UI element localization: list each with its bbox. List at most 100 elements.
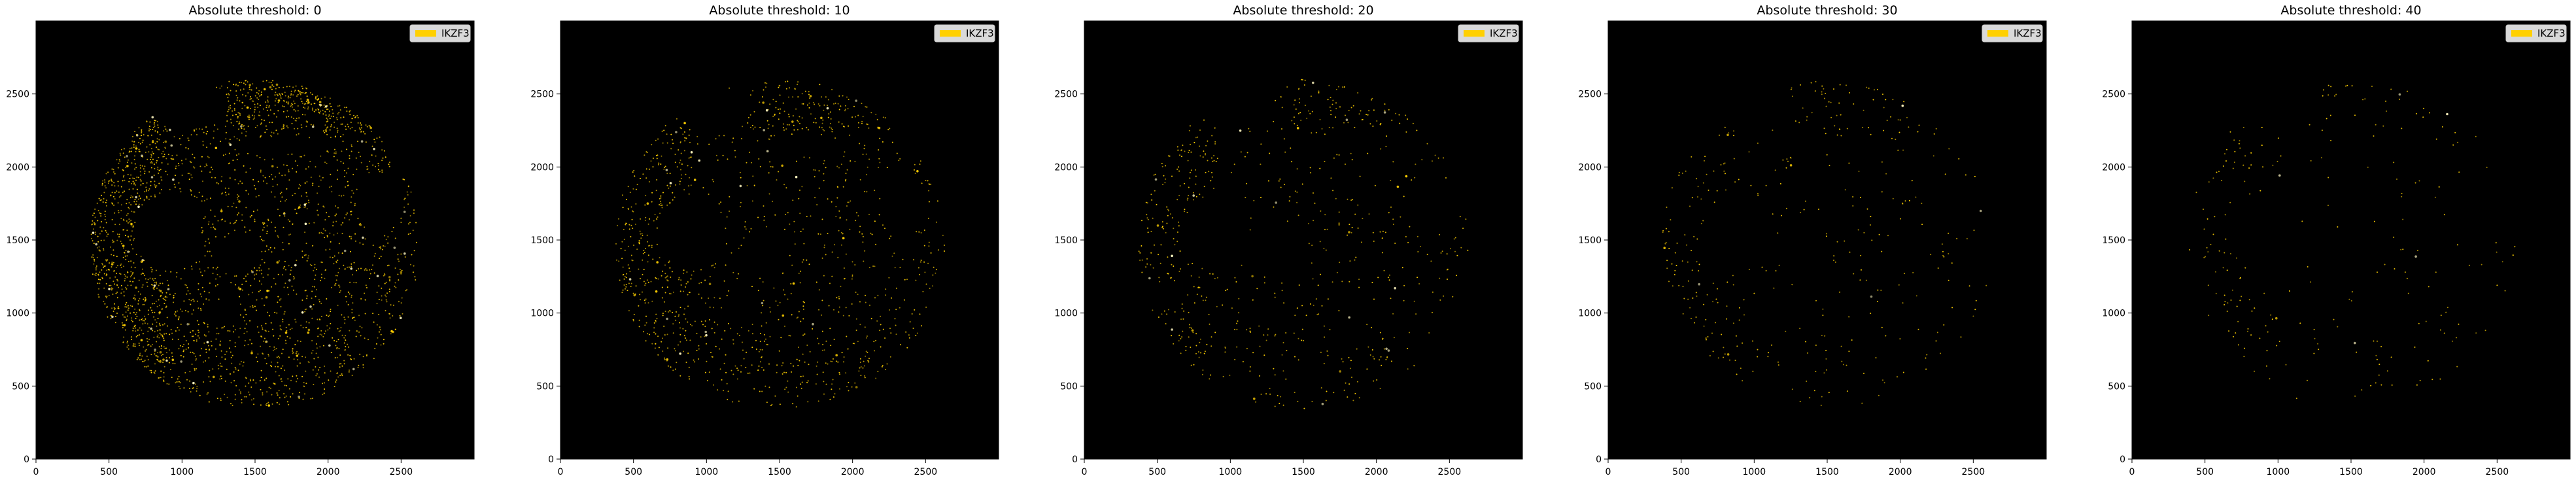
data-point bbox=[844, 278, 846, 279]
data-point bbox=[1296, 201, 1298, 203]
data-point bbox=[162, 334, 163, 336]
data-point bbox=[303, 385, 305, 387]
data-point bbox=[297, 340, 299, 342]
data-point bbox=[286, 385, 288, 386]
data-point bbox=[681, 163, 683, 165]
data-point bbox=[1313, 192, 1314, 194]
data-point bbox=[124, 235, 126, 237]
data-point bbox=[217, 220, 219, 222]
data-point bbox=[394, 328, 396, 330]
data-point bbox=[687, 281, 689, 283]
data-point bbox=[170, 369, 171, 370]
data-point bbox=[117, 185, 119, 187]
data-point bbox=[103, 198, 105, 199]
data-point bbox=[380, 334, 382, 335]
data-point bbox=[835, 205, 837, 207]
data-point bbox=[1668, 281, 1670, 283]
data-point bbox=[1417, 235, 1418, 237]
panel-1: Absolute threshold: 100 500 1000 1500 2000 25… bbox=[530, 3, 999, 477]
data-point bbox=[792, 282, 795, 285]
data-point bbox=[1164, 182, 1166, 184]
data-point bbox=[268, 290, 270, 292]
data-point bbox=[174, 313, 176, 315]
data-point bbox=[232, 114, 233, 116]
data-point bbox=[205, 126, 207, 128]
data-point bbox=[235, 90, 237, 92]
y-tick-label: 500 bbox=[1060, 381, 1078, 392]
data-point bbox=[1297, 401, 1299, 402]
data-point bbox=[762, 281, 764, 283]
data-point bbox=[109, 277, 111, 279]
data-point bbox=[282, 321, 284, 322]
data-point bbox=[1298, 88, 1300, 90]
data-point bbox=[879, 197, 881, 199]
data-point bbox=[180, 160, 182, 162]
data-point bbox=[157, 352, 159, 354]
data-point bbox=[1173, 343, 1175, 345]
data-point bbox=[1323, 325, 1325, 327]
data-point bbox=[782, 102, 784, 104]
data-point bbox=[286, 199, 288, 200]
data-point bbox=[118, 306, 120, 308]
data-point bbox=[127, 174, 129, 175]
data-point bbox=[366, 126, 368, 128]
data-point bbox=[213, 130, 215, 132]
data-point bbox=[157, 330, 159, 332]
data-point bbox=[330, 322, 332, 324]
data-point bbox=[1285, 378, 1287, 380]
data-point bbox=[1348, 316, 1350, 319]
data-point bbox=[369, 126, 371, 128]
data-point bbox=[857, 341, 859, 343]
data-point bbox=[1199, 155, 1201, 157]
data-point bbox=[1213, 155, 1215, 157]
x-tick-label: 1500 bbox=[1815, 467, 1839, 477]
data-point bbox=[334, 214, 336, 216]
data-point bbox=[833, 309, 834, 311]
data-point bbox=[318, 318, 320, 320]
data-point bbox=[227, 330, 229, 332]
data-point bbox=[1723, 163, 1725, 165]
data-point bbox=[357, 141, 358, 143]
data-point bbox=[1948, 253, 1949, 254]
data-point bbox=[669, 267, 671, 269]
data-point bbox=[149, 144, 151, 146]
data-point bbox=[201, 275, 203, 277]
data-point bbox=[159, 275, 161, 277]
y-tick-label: 0 bbox=[1072, 454, 1078, 465]
data-point bbox=[379, 258, 380, 260]
data-point bbox=[1426, 143, 1428, 145]
data-point bbox=[277, 99, 281, 102]
data-point bbox=[103, 300, 105, 302]
data-point bbox=[779, 112, 781, 114]
data-point bbox=[1354, 213, 1356, 215]
data-point bbox=[178, 182, 180, 184]
data-point bbox=[808, 94, 810, 95]
data-point bbox=[1188, 195, 1190, 197]
data-point bbox=[292, 393, 294, 395]
data-point bbox=[759, 390, 761, 392]
data-point bbox=[1184, 150, 1186, 152]
data-point bbox=[1181, 156, 1182, 158]
data-point bbox=[261, 298, 263, 300]
data-point bbox=[1211, 135, 1213, 137]
data-point bbox=[1328, 126, 1330, 128]
data-point bbox=[1178, 221, 1180, 223]
data-point bbox=[1836, 114, 1838, 116]
data-point bbox=[366, 287, 368, 288]
data-point bbox=[1897, 119, 1899, 121]
data-point bbox=[305, 103, 307, 105]
data-point bbox=[743, 358, 745, 360]
data-point bbox=[156, 141, 158, 143]
data-point bbox=[1146, 202, 1148, 204]
data-point bbox=[685, 173, 687, 175]
data-point bbox=[666, 133, 668, 135]
data-point bbox=[1373, 298, 1375, 300]
data-point bbox=[324, 219, 326, 221]
data-point bbox=[1302, 339, 1304, 341]
data-point bbox=[670, 276, 672, 278]
data-point bbox=[2212, 233, 2214, 235]
data-point bbox=[804, 301, 806, 303]
data-point bbox=[313, 124, 315, 126]
data-point bbox=[672, 192, 674, 194]
data-point bbox=[2356, 351, 2358, 353]
